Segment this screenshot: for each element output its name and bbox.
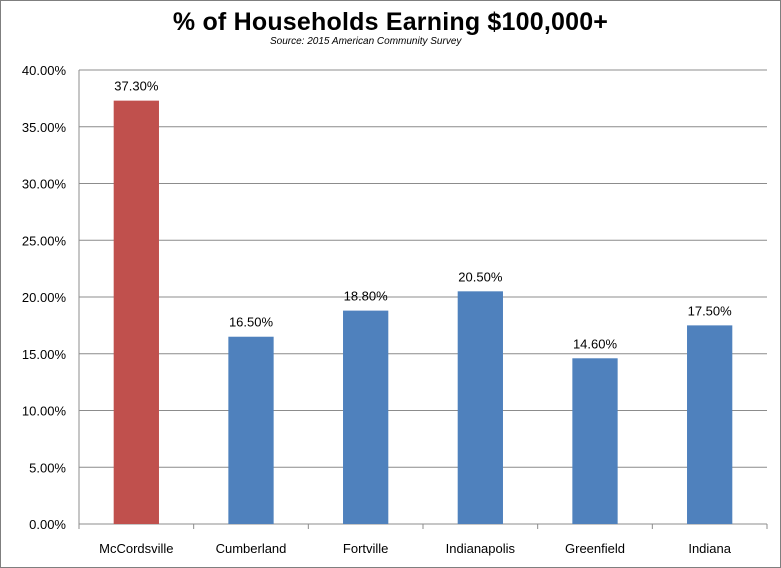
x-tick-label: Fortville [343,541,389,556]
x-tick-label: Indianapolis [446,541,516,556]
bar [572,358,618,524]
y-tick-label: 35.00% [22,120,67,135]
data-label: 20.50% [458,269,503,284]
y-tick-label: 5.00% [29,460,66,475]
bar [457,291,503,524]
y-tick-label: 15.00% [22,347,67,362]
bar [687,325,733,524]
x-axis-tick-labels: McCordsville Cumberland Fortville Indianapo… [99,541,732,556]
y-axis-tick-labels: 0.00% 5.00% 10.00% 15.00% 20.00% 25.00% 30.00%… [22,63,67,532]
data-labels: 37.30% 16.50% 18.80% 20.50% 14.60% 17.50% [114,79,732,352]
y-tick-label: 0.00% [29,517,66,532]
gridlines [79,69,767,468]
x-tick-label: McCordsville [99,541,173,556]
y-tick-label: 20.00% [22,290,67,305]
x-tick-label: Greenfield [565,541,625,556]
data-label: 16.50% [229,315,274,330]
data-label: 37.30% [114,79,159,94]
chart-title: % of Households Earning $100,000+ [172,8,609,36]
bar [343,310,389,524]
bar [228,336,274,524]
y-tick-label: 40.00% [22,63,67,78]
y-tick-label: 25.00% [22,233,67,248]
data-label: 14.60% [573,336,618,351]
axes [78,70,768,529]
x-tick-label: Indiana [688,541,731,556]
data-label: 18.80% [344,289,389,304]
x-tick-label: Cumberland [216,541,287,556]
chart-subtitle: Source: 2015 American Community Survey [270,36,462,47]
y-tick-label: 10.00% [22,404,67,419]
bars [113,100,733,525]
data-label: 17.50% [688,303,733,318]
y-tick-label: 30.00% [22,177,67,192]
bar [113,100,159,525]
